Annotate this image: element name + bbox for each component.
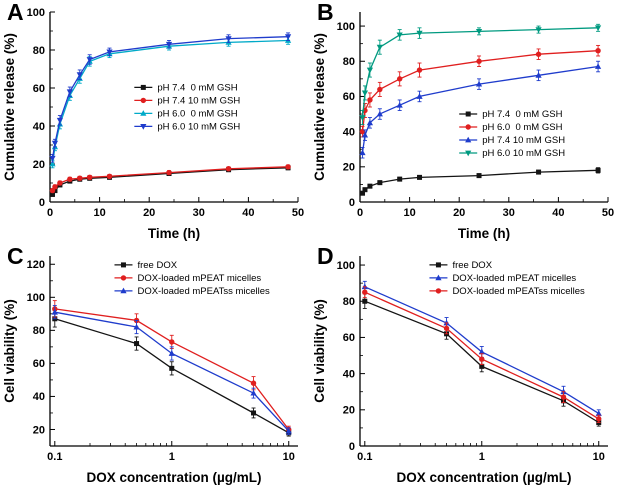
svg-text:DOX-loaded mPEAT micelles: DOX-loaded mPEAT micelles	[452, 273, 576, 284]
panel-c: 0.1 1 10 20 40 60 80 100 120 DOX concentration (µ…	[0, 243, 310, 488]
svg-text:40: 40	[33, 121, 45, 133]
panel-letter-a: A	[7, 0, 24, 25]
svg-text:80: 80	[343, 296, 355, 308]
svg-text:DOX concentration (µg/mL): DOX concentration (µg/mL)	[86, 470, 261, 485]
svg-text:30: 30	[503, 207, 515, 219]
panel-d: 0.1 1 10 0 20 40 60 80 100 DOX concentration (µg/…	[310, 243, 620, 488]
svg-text:10: 10	[593, 451, 605, 463]
svg-text:0.1: 0.1	[47, 451, 62, 463]
svg-text:pH 7.4 10 mM GSH: pH 7.4 10 mM GSH	[482, 135, 565, 146]
svg-text:pH 6.0 0 mM GSH: pH 6.0 0 mM GSH	[482, 122, 562, 133]
svg-text:Cell viability (%): Cell viability (%)	[312, 299, 327, 403]
svg-text:80: 80	[343, 56, 355, 68]
chart-b: 0 10 20 30 40 50 0 20 40 60 80 100 Time (h) Cumulativ…	[312, 12, 614, 241]
svg-text:Cell viability (%): Cell viability (%)	[2, 299, 17, 403]
svg-text:20: 20	[33, 424, 45, 436]
svg-text:Cumulative release (%): Cumulative release (%)	[2, 33, 17, 181]
svg-text:10: 10	[283, 451, 295, 463]
svg-text:Time (h): Time (h)	[148, 226, 200, 241]
panel-b: 0 10 20 30 40 50 0 20 40 60 80 100 Time (h) Cumulativ…	[310, 0, 620, 244]
svg-text:0: 0	[349, 441, 355, 453]
svg-text:0.1: 0.1	[357, 451, 372, 463]
svg-text:DOX-loaded mPEATss micelles: DOX-loaded mPEATss micelles	[452, 286, 585, 297]
svg-text:30: 30	[193, 207, 205, 219]
svg-text:pH 7.4 10 mM GSH: pH 7.4 10 mM GSH	[157, 96, 240, 107]
svg-text:0: 0	[39, 197, 45, 209]
svg-text:1: 1	[479, 451, 485, 463]
svg-text:80: 80	[33, 325, 45, 337]
svg-text:0: 0	[47, 207, 53, 219]
svg-text:20: 20	[453, 207, 465, 219]
svg-text:60: 60	[33, 83, 45, 95]
svg-text:20: 20	[143, 207, 155, 219]
svg-text:DOX-loaded mPEATss micelles: DOX-loaded mPEATss micelles	[137, 286, 270, 297]
svg-text:0: 0	[349, 197, 355, 209]
svg-text:100: 100	[27, 292, 45, 304]
svg-text:50: 50	[602, 207, 614, 219]
svg-text:0: 0	[357, 207, 363, 219]
svg-text:free DOX: free DOX	[137, 260, 177, 271]
svg-text:pH 7.4 0 mM GSH: pH 7.4 0 mM GSH	[482, 109, 562, 120]
panel-letter-b: B	[317, 0, 334, 25]
svg-text:pH 6.0 10 mM GSH: pH 6.0 10 mM GSH	[482, 148, 565, 159]
svg-text:40: 40	[343, 126, 355, 138]
svg-text:Cumulative release (%): Cumulative release (%)	[312, 33, 327, 181]
svg-text:40: 40	[343, 368, 355, 380]
svg-text:100: 100	[337, 21, 355, 33]
svg-text:pH 6.0 0 mM GSH: pH 6.0 0 mM GSH	[157, 109, 237, 120]
svg-text:40: 40	[242, 207, 254, 219]
svg-text:pH 7.4 0 mM GSH: pH 7.4 0 mM GSH	[157, 83, 237, 94]
svg-text:1: 1	[169, 451, 175, 463]
svg-text:60: 60	[33, 358, 45, 370]
svg-text:pH 6.0 10 mM GSH: pH 6.0 10 mM GSH	[157, 122, 240, 133]
svg-text:40: 40	[33, 391, 45, 403]
svg-text:free DOX: free DOX	[452, 260, 492, 271]
panel-letter-d: D	[317, 243, 334, 269]
svg-text:10: 10	[403, 207, 415, 219]
svg-text:DOX concentration (µg/mL): DOX concentration (µg/mL)	[396, 470, 571, 485]
chart-c: 0.1 1 10 20 40 60 80 100 120 DOX concentration (µ…	[2, 256, 298, 485]
panel-a: 0 10 20 30 40 50 0 20 40 60 80 100 Time (h) Cumulativ…	[0, 0, 310, 244]
svg-text:60: 60	[343, 91, 355, 103]
svg-text:10: 10	[93, 207, 105, 219]
svg-text:100: 100	[27, 7, 45, 19]
chart-a: 0 10 20 30 40 50 0 20 40 60 80 100 Time (h) Cumulativ…	[2, 7, 304, 241]
svg-text:DOX-loaded mPEAT micelles: DOX-loaded mPEAT micelles	[137, 273, 261, 284]
svg-text:20: 20	[343, 162, 355, 174]
panel-letter-c: C	[7, 243, 24, 269]
svg-text:100: 100	[337, 260, 355, 272]
svg-text:40: 40	[552, 207, 564, 219]
svg-text:80: 80	[33, 45, 45, 57]
svg-text:20: 20	[33, 159, 45, 171]
svg-text:120: 120	[27, 259, 45, 271]
svg-text:Time (h): Time (h)	[458, 226, 510, 241]
svg-text:20: 20	[343, 405, 355, 417]
svg-text:50: 50	[292, 207, 304, 219]
svg-text:60: 60	[343, 332, 355, 344]
